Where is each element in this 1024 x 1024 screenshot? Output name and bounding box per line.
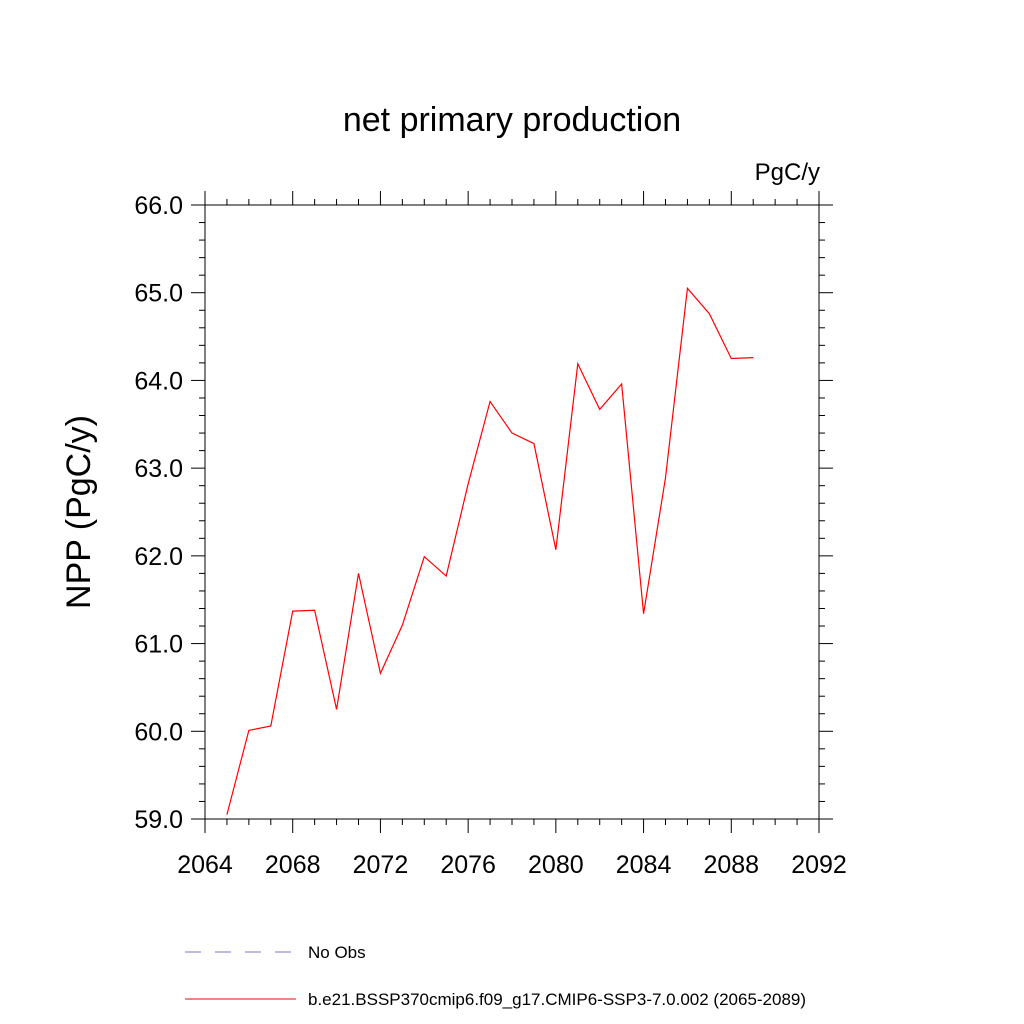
legend: No Obs b.e21.BSSP370cmip6.f09_g17.CMIP6-S… [185, 943, 806, 1009]
chart-title: net primary production [343, 101, 681, 139]
x-tick-label: 2076 [440, 851, 496, 879]
y-tick-label: 62.0 [134, 543, 183, 571]
y-tick-label: 61.0 [134, 631, 183, 659]
tick-labels: 2064 2068 2072 2076 2080 2084 2088 2092 59.0 60.0… [134, 192, 846, 879]
series-line [226, 286, 754, 815]
y-tick-label: 60.0 [134, 718, 183, 746]
series-layer [226, 286, 754, 815]
y-tick-label: 66.0 [134, 192, 183, 220]
legend-label: b.e21.BSSP370cmip6.f09_g17.CMIP6-SSP3-7.… [308, 990, 806, 1009]
x-tick-label: 2064 [177, 851, 233, 879]
legend-label: No Obs [308, 943, 366, 962]
y-axis-label: NPP (PgC/y) [60, 415, 98, 609]
x-tick-label: 2080 [528, 851, 584, 879]
x-tick-label: 2092 [791, 851, 847, 879]
x-tick-label: 2072 [353, 851, 409, 879]
plot-frame [204, 204, 820, 820]
x-tick-label: 2068 [265, 851, 321, 879]
y-tick-label: 59.0 [134, 806, 183, 834]
x-tick-label: 2084 [616, 851, 672, 879]
y-tick-label: 65.0 [134, 280, 183, 308]
x-tick-label: 2088 [703, 851, 759, 879]
units-label: PgC/y [755, 159, 820, 186]
y-tick-label: 64.0 [134, 367, 183, 395]
y-tick-label: 63.0 [134, 455, 183, 483]
axis-ticks [191, 191, 833, 833]
